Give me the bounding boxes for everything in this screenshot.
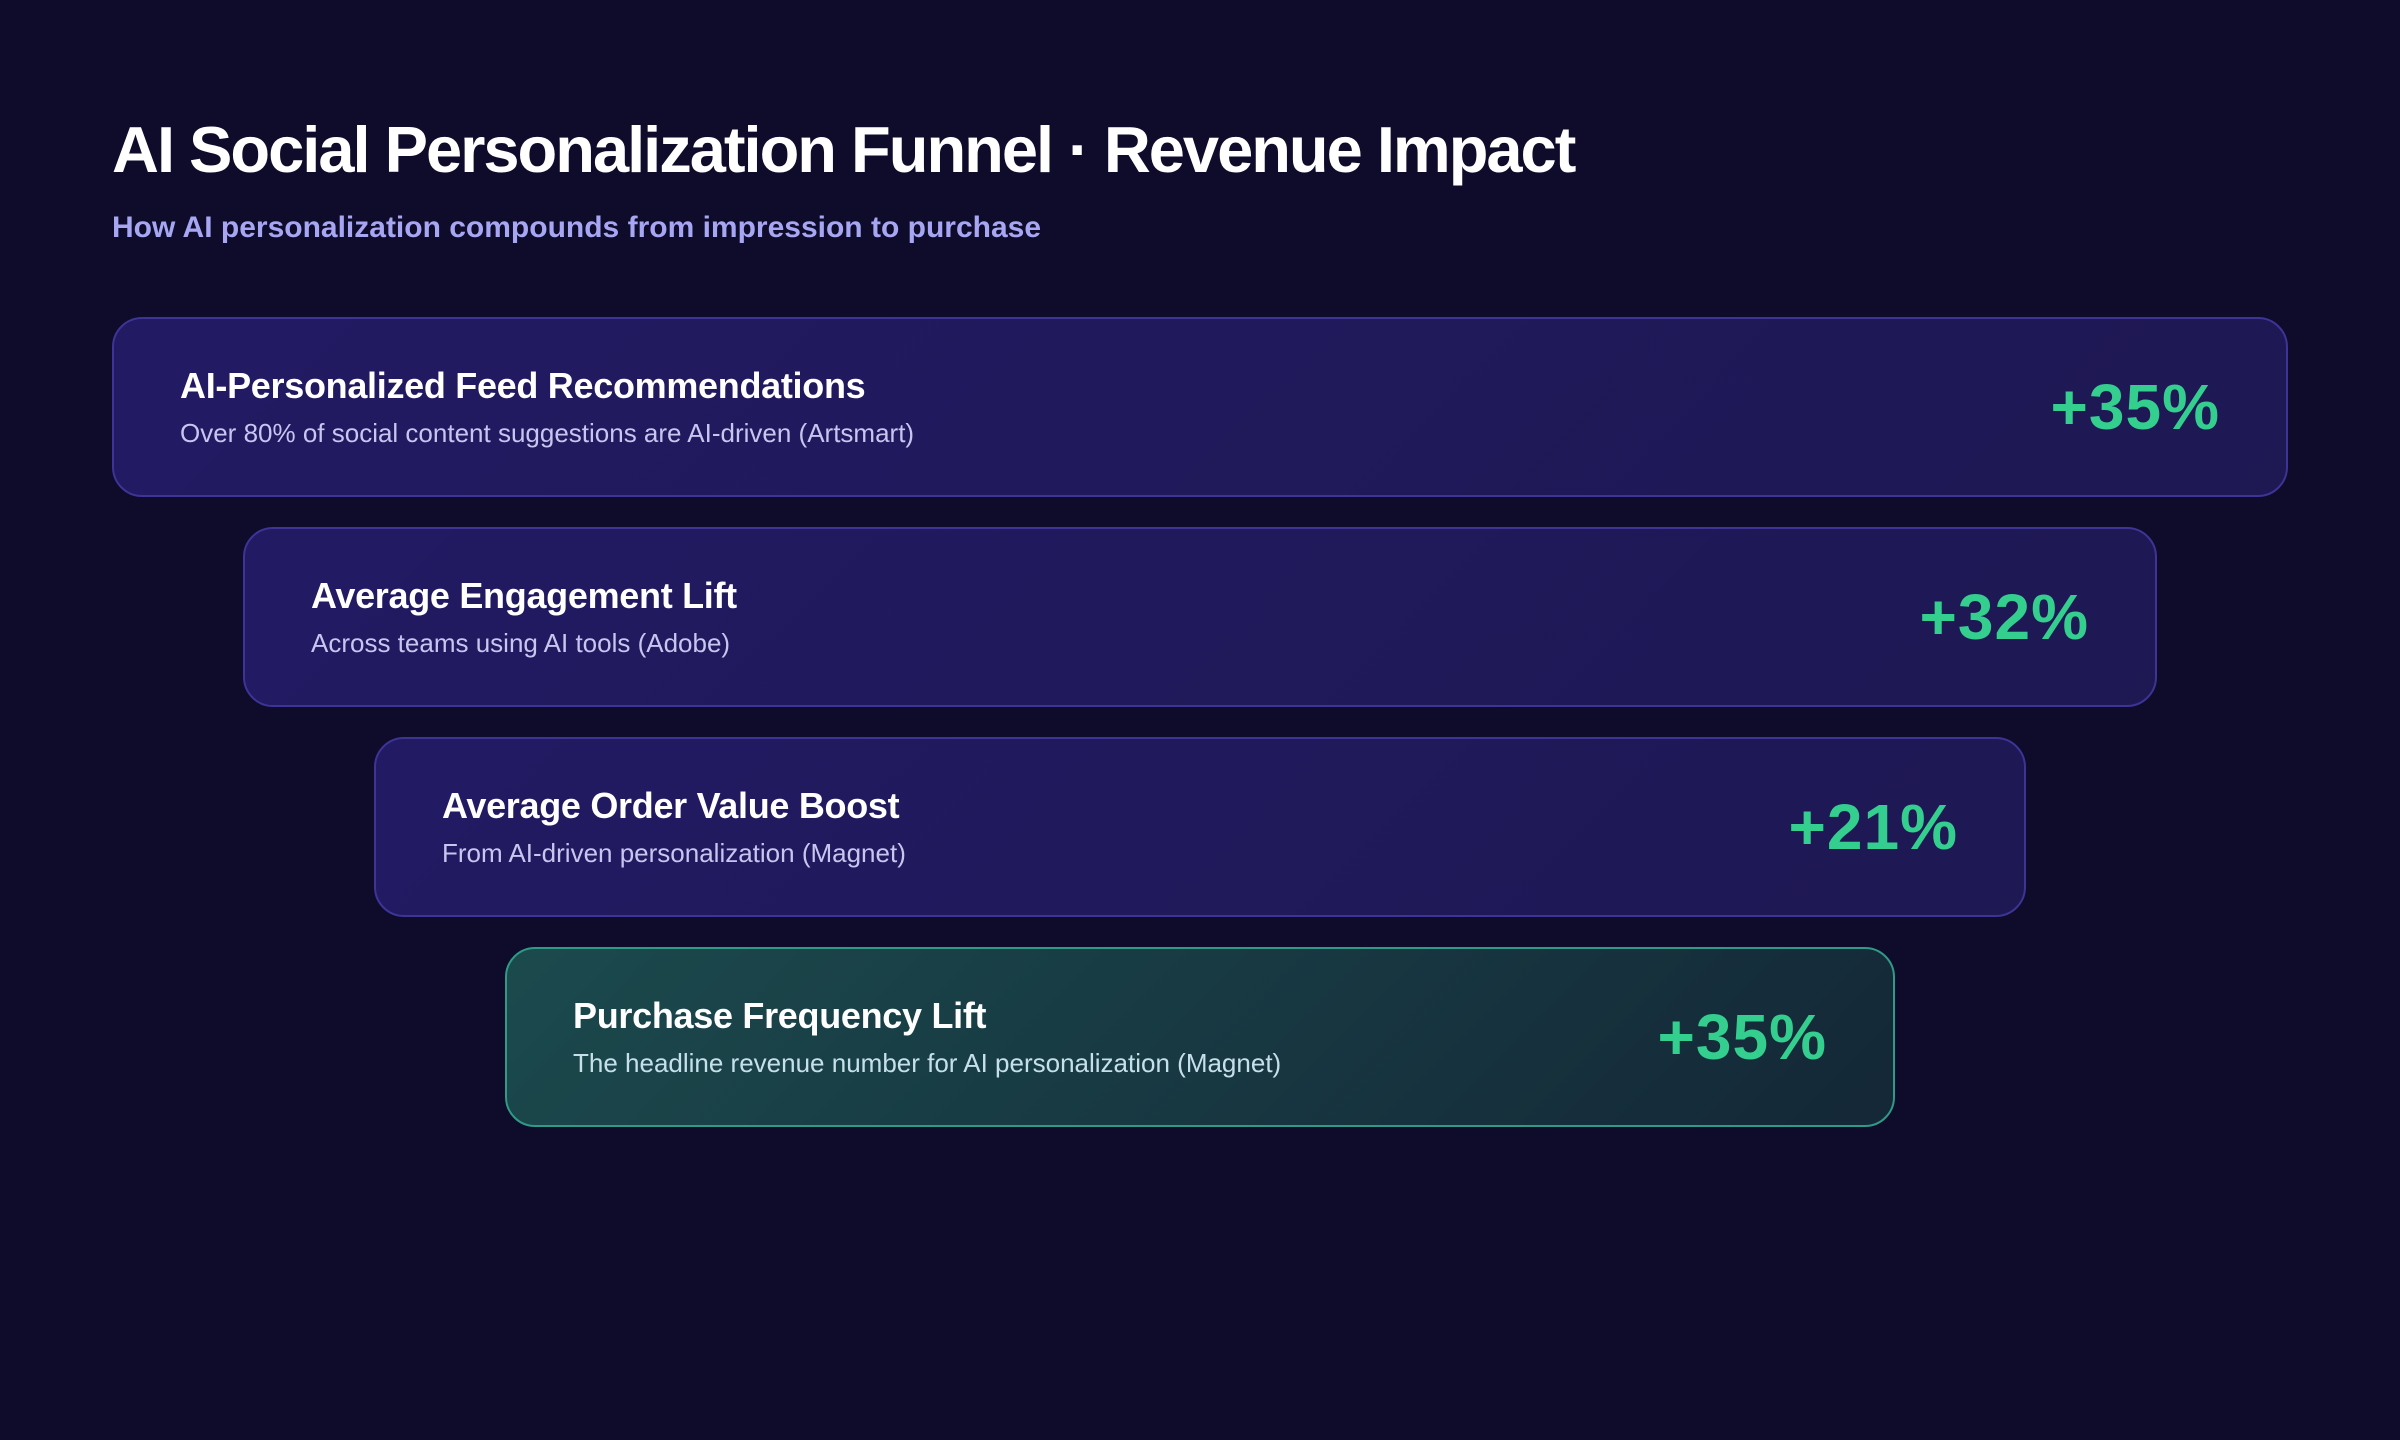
stage-description: Across teams using AI tools (Adobe) xyxy=(311,628,731,658)
stage-label: Average Engagement Lift xyxy=(311,575,737,616)
funnel-stage-feed-recommendations: AI-Personalized Feed Recommendations Ove… xyxy=(112,317,2288,497)
header: AI Social Personalization Funnel · Reven… xyxy=(112,108,1576,246)
stage-value: +35% xyxy=(1657,1001,1827,1073)
page-title: AI Social Personalization Funnel · Reven… xyxy=(112,113,1576,186)
stage-description: From AI-driven personalization (Magnet) xyxy=(442,838,906,868)
stage-text: AI-Personalized Feed Recommendations Ove… xyxy=(180,365,914,449)
funnel-stage-order-value-boost: Average Order Value Boost From AI-driven… xyxy=(374,737,2026,917)
stage-description: Over 80% of social content suggestions a… xyxy=(180,418,915,448)
funnel-stage-purchase-frequency: Purchase Frequency Lift The headline rev… xyxy=(505,947,1895,1127)
stage-text: Average Order Value Boost From AI-driven… xyxy=(442,785,906,869)
stage-text: Purchase Frequency Lift The headline rev… xyxy=(573,995,1281,1079)
stage-value: +35% xyxy=(2050,371,2220,443)
funnel-stage-engagement-lift: Average Engagement Lift Across teams usi… xyxy=(243,527,2157,707)
stage-text: Average Engagement Lift Across teams usi… xyxy=(311,575,737,659)
stage-label: Purchase Frequency Lift xyxy=(573,995,987,1036)
stage-value: +32% xyxy=(1919,581,2089,653)
stage-description: The headline revenue number for AI perso… xyxy=(573,1048,1282,1078)
stage-label: Average Order Value Boost xyxy=(442,785,900,826)
stage-label: AI-Personalized Feed Recommendations xyxy=(180,365,866,406)
page-subtitle: How AI personalization compounds from im… xyxy=(112,211,1042,244)
stage-value: +21% xyxy=(1788,791,1958,863)
